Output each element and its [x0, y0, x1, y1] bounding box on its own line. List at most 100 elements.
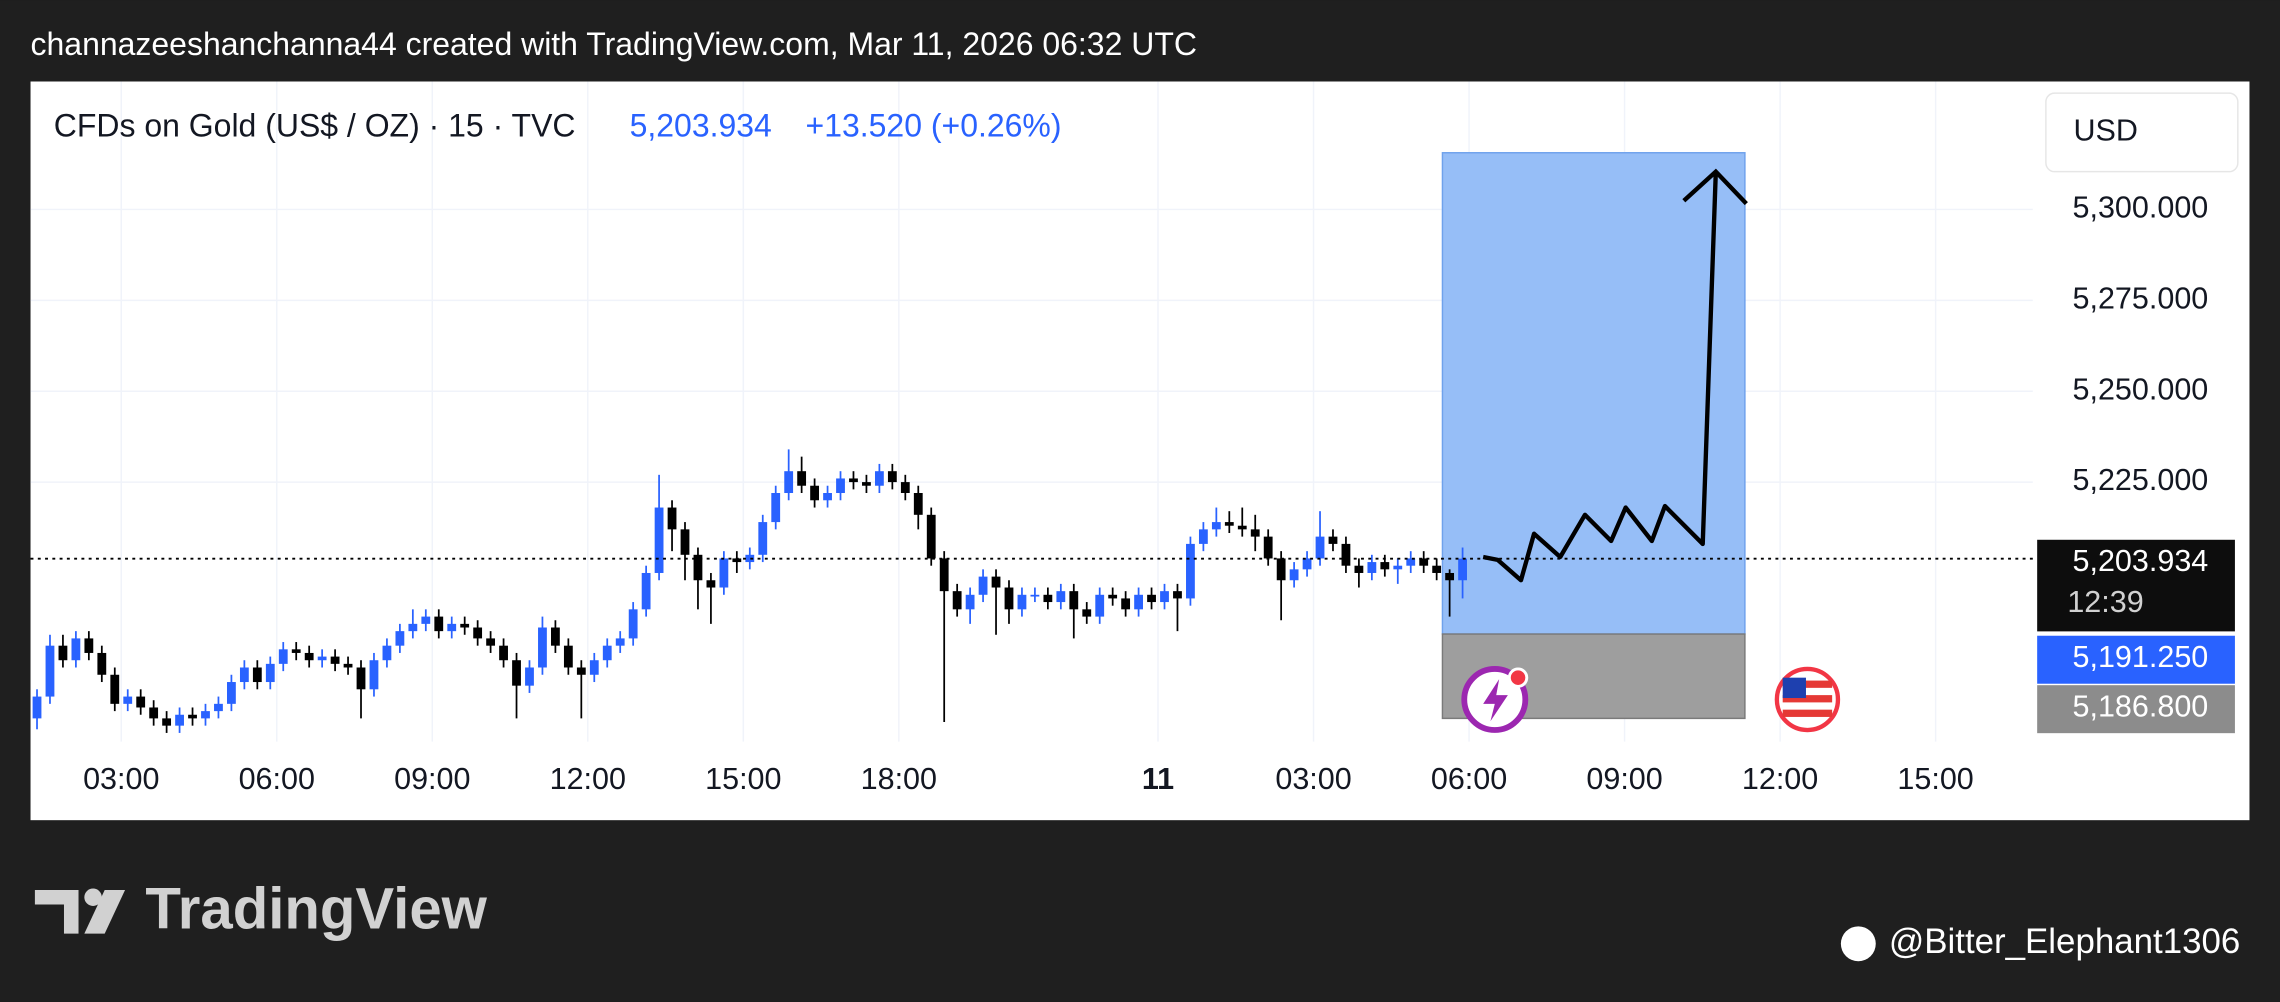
candle-body — [913, 493, 923, 515]
candle-body — [343, 663, 353, 668]
candle-body — [887, 471, 897, 483]
candle-body — [836, 478, 845, 494]
candle-body — [58, 645, 68, 661]
candle-body — [1108, 594, 1118, 599]
x-tick-label: 09:00 — [394, 762, 470, 796]
candle-body — [1224, 522, 1234, 526]
candle-body — [1419, 558, 1429, 566]
candle-body — [136, 696, 146, 708]
candle-body — [175, 714, 184, 726]
currency: USD — [2074, 113, 2138, 147]
candle-body — [97, 652, 107, 675]
currency-button[interactable] — [2045, 92, 2239, 173]
candle-body — [162, 718, 172, 726]
logo-dot — [84, 888, 102, 906]
candle-body — [434, 616, 444, 632]
us-flag-icon[interactable] — [1774, 666, 1841, 733]
candle-body — [874, 471, 884, 486]
countdown: 12:39 — [2067, 585, 2143, 619]
y-tick-label: 5,250.000 — [2073, 372, 2209, 406]
candle-body — [1198, 529, 1208, 544]
candle-body — [823, 493, 832, 501]
candle-body — [538, 627, 547, 668]
candle-body — [473, 627, 483, 639]
price-label: 5,186.800 — [2073, 690, 2209, 724]
candle-body — [291, 649, 301, 653]
candle-body — [239, 667, 249, 683]
candle-body — [421, 616, 431, 624]
candle-body — [1354, 565, 1364, 573]
candle-body — [1121, 598, 1131, 610]
candle-body — [45, 645, 55, 697]
brand: TradingView — [145, 877, 487, 942]
candle-body — [797, 471, 807, 486]
price-label-box — [2037, 635, 2235, 684]
last-price-label: 5,203.934 — [2073, 544, 2209, 578]
y-tick-label: 5,225.000 — [2073, 463, 2209, 497]
candle-body — [32, 696, 42, 719]
candle-body — [991, 576, 1001, 588]
candle-body — [188, 714, 197, 719]
x-tick-label: 06:00 — [239, 762, 315, 796]
candle-body — [550, 627, 560, 646]
candle-body — [706, 580, 716, 588]
overlay: 03:00 06:00 09:00 12:00 15:00 18:00 11 03:00 06:… — [30, 191, 2235, 796]
logo-mark — [34, 889, 79, 934]
candle-body — [395, 631, 405, 646]
candle-body — [641, 572, 651, 610]
candle-body — [1315, 536, 1325, 559]
price-label: 5,191.250 — [2073, 640, 2209, 674]
candle-body — [1173, 591, 1182, 599]
candle-body — [265, 663, 275, 683]
candle-body — [201, 711, 210, 719]
candle-body — [1043, 594, 1053, 603]
candle-body — [602, 645, 612, 661]
candle-body — [278, 649, 288, 664]
candle-body — [330, 656, 340, 664]
candle-body — [784, 471, 794, 494]
change-text: +13.520 (+0.26%) — [806, 107, 1062, 143]
facebook-icon — [1840, 926, 1876, 962]
candle-body — [382, 645, 392, 661]
candle-body — [1289, 569, 1299, 581]
candle-body — [745, 554, 755, 563]
candle-body — [576, 667, 586, 675]
candle-body — [628, 609, 638, 639]
candle-body — [1328, 536, 1338, 544]
candle-body — [615, 638, 625, 646]
candle-body — [1147, 594, 1156, 603]
x-tick-label: 12:00 — [1742, 762, 1818, 796]
candle-body — [758, 522, 768, 555]
x-tick-label: 06:00 — [1431, 762, 1507, 796]
candle-body — [1432, 565, 1442, 573]
candle-body — [1211, 522, 1221, 530]
candle-body — [862, 482, 871, 486]
candle-body — [667, 507, 677, 530]
candle-body — [214, 703, 223, 712]
candle-body — [926, 514, 936, 559]
candle-body — [719, 558, 729, 588]
candle-body — [1380, 562, 1390, 570]
candle-body — [304, 652, 314, 661]
lightning — [1483, 679, 1508, 722]
x-tick-label: 03:00 — [1275, 762, 1351, 796]
candle-body — [460, 623, 470, 628]
candle-body — [1095, 594, 1105, 617]
candle-body — [1341, 543, 1351, 566]
candles — [32, 449, 1467, 733]
candle-body — [317, 656, 327, 661]
candle-body — [1237, 525, 1247, 530]
flag-stripe — [1782, 709, 1833, 717]
event-icon[interactable] — [1461, 666, 1529, 733]
candle-body — [447, 623, 457, 632]
x-tick-label: 09:00 — [1586, 762, 1662, 796]
candle-body — [1082, 609, 1092, 617]
chart-panel — [30, 81, 2250, 821]
tradingview-logo — [34, 888, 126, 934]
x-tick-label: 11 — [1142, 762, 1174, 796]
y-tick-label: 5,300.000 — [2073, 191, 2209, 225]
profit-zone — [1441, 152, 1746, 635]
candle-body — [1276, 558, 1286, 581]
candle-body — [499, 645, 508, 661]
